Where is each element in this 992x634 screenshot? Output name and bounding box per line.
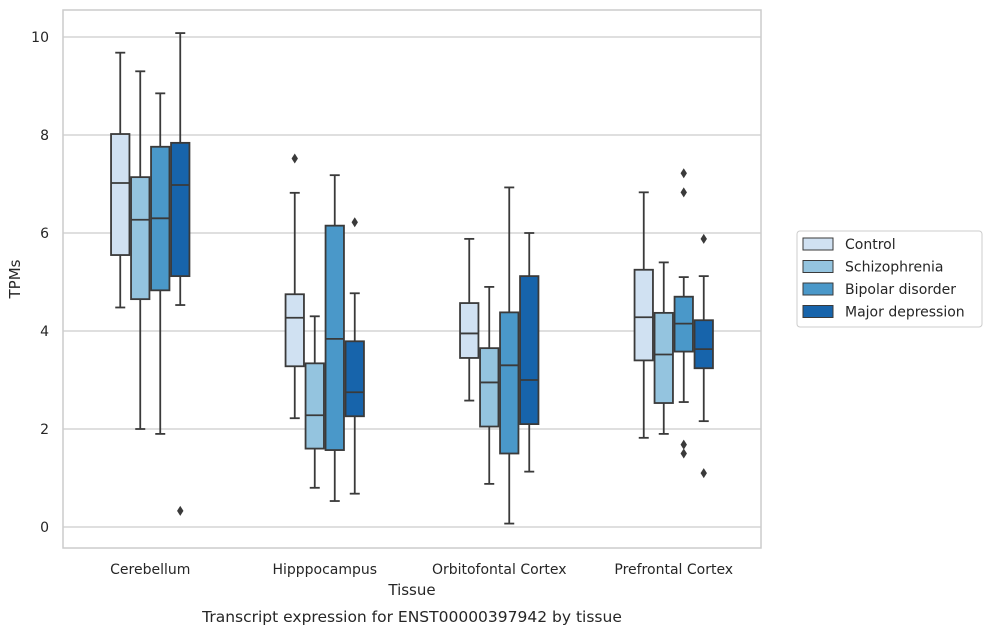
box-body: [284, 293, 305, 368]
legend-label: Schizophrenia: [845, 260, 943, 276]
legend-label: Major depression: [845, 305, 965, 321]
x-tick-label: Hipppocampus: [272, 562, 377, 578]
box-control: [284, 153, 305, 420]
box-body: [459, 302, 480, 359]
legend-swatch: [802, 237, 834, 251]
box-bipolar-disorder: [324, 174, 345, 502]
y-tick-label: 6: [40, 226, 49, 242]
outlier-point: [291, 153, 298, 164]
outlier-point: [680, 168, 687, 179]
box-body: [344, 340, 365, 418]
box-bipolar-disorder: [673, 168, 694, 459]
box-body: [110, 133, 131, 256]
box-schizophrenia: [304, 315, 325, 489]
box-schizophrenia: [130, 70, 151, 430]
x-tick-label: Cerebellum: [110, 562, 190, 578]
y-tick-label: 4: [40, 324, 49, 340]
box-bipolar-disorder: [150, 92, 171, 435]
chart-caption: Transcript expression for ENST0000039794…: [201, 608, 622, 626]
x-axis-ticks: Cerebellum Hipppocampus Orbitofontal Corte…: [110, 562, 733, 578]
y-tick-label: 0: [40, 520, 49, 536]
y-tick-label: 2: [40, 422, 49, 438]
box-body: [324, 224, 345, 451]
box-major-depression: [519, 232, 540, 473]
box-body: [130, 176, 151, 301]
y-tick-label: 8: [40, 128, 49, 144]
box-body: [304, 362, 325, 450]
x-tick-label: Prefrontal Cortex: [614, 562, 733, 578]
box-control: [459, 237, 480, 402]
y-tick-label: 10: [31, 30, 49, 46]
box-body: [693, 319, 714, 370]
legend-swatch: [802, 282, 834, 296]
outlier-point: [680, 187, 687, 198]
box-bipolar-disorder: [499, 186, 520, 525]
outlier-point: [700, 233, 707, 244]
x-axis-label: Tissue: [387, 581, 435, 599]
box-major-depression: [344, 217, 365, 495]
box-body: [633, 268, 654, 362]
y-axis-ticks: 0 2 4 6 8 10: [31, 30, 49, 536]
legend-swatch: [802, 260, 834, 273]
box-major-depression: [693, 233, 714, 479]
box-body: [653, 311, 674, 404]
box-schizophrenia: [479, 285, 500, 485]
legend-frame: [796, 230, 983, 328]
legend-swatch: [802, 305, 834, 318]
outlier-point: [351, 217, 358, 228]
box-body: [479, 347, 500, 428]
y-axis-label: TPMs: [6, 259, 24, 299]
legend-label: Bipolar disorder: [845, 282, 956, 298]
box-body: [519, 275, 540, 425]
legend: Control Schizophrenia Bipolar disorder Majo…: [796, 230, 983, 328]
outlier-point: [177, 505, 184, 516]
box-major-depression: [170, 32, 191, 516]
box-schizophrenia: [653, 261, 674, 435]
x-tick-label: Orbitofontal Cortex: [432, 562, 567, 578]
box-body: [499, 311, 520, 455]
box-control: [110, 51, 131, 309]
outlier-point: [680, 439, 687, 450]
boxes: [110, 32, 714, 525]
box-control: [633, 191, 654, 439]
plot-area-frame: [62, 9, 762, 549]
outlier-point: [700, 468, 707, 479]
box-body: [170, 141, 191, 278]
outlier-point: [680, 448, 687, 459]
legend-label: Control: [845, 237, 896, 253]
